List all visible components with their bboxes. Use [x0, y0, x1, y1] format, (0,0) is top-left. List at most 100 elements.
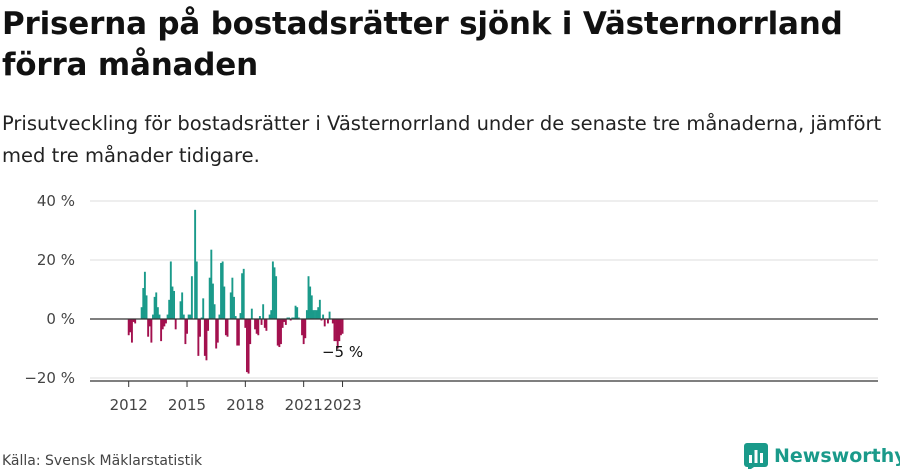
- bar: [158, 314, 161, 319]
- bar: [207, 319, 210, 331]
- bar: [317, 307, 320, 319]
- bar: [233, 296, 235, 319]
- bar: [333, 319, 336, 342]
- bar: [242, 268, 245, 319]
- bar: [260, 319, 263, 325]
- bar: [189, 314, 192, 319]
- bar: [130, 319, 133, 343]
- bar: [304, 319, 307, 339]
- brand-logo: Newsworthy: [744, 442, 900, 470]
- bar: [208, 277, 211, 319]
- bar: [254, 319, 257, 330]
- bar: [210, 249, 213, 319]
- bar: [174, 319, 177, 330]
- bar: [186, 319, 188, 334]
- bar: [241, 273, 244, 319]
- source-note: Källa: Svensk Mäklarstatistik: [2, 453, 203, 469]
- bar: [310, 295, 313, 319]
- bar: [318, 299, 321, 319]
- bar: [275, 276, 278, 319]
- bar: [291, 317, 294, 319]
- bar: [171, 286, 174, 319]
- bar: [322, 314, 325, 319]
- bar: [153, 296, 156, 319]
- bar: [280, 319, 282, 345]
- bar: [148, 319, 151, 327]
- bar: [271, 261, 274, 319]
- bar: [284, 319, 287, 325]
- bar: [273, 267, 276, 319]
- bar: [247, 319, 250, 374]
- y-tick-label: 20 %: [37, 251, 75, 269]
- bar: [283, 319, 286, 322]
- bar: [341, 319, 344, 334]
- bar: [221, 261, 224, 319]
- bar: [262, 304, 265, 319]
- bar: [184, 319, 187, 345]
- chart-title: Priserna på bostadsrätter sjönk i Väster…: [2, 6, 843, 83]
- brand-name: Newsworthy: [774, 445, 900, 467]
- bar: [127, 319, 130, 336]
- bar: [292, 317, 295, 319]
- y-tick-label: 40 %: [37, 192, 75, 210]
- bar: [179, 301, 182, 319]
- bar: [309, 286, 312, 319]
- bar: [152, 314, 154, 319]
- bar: [194, 209, 197, 319]
- bar: [286, 317, 289, 319]
- bar: [160, 319, 163, 342]
- bar: [296, 307, 299, 319]
- bar: [147, 319, 150, 337]
- bar: [190, 276, 193, 319]
- bar: [168, 299, 171, 319]
- bar: [195, 261, 198, 319]
- bar: [258, 316, 261, 319]
- x-tick-label: 2015: [168, 396, 206, 414]
- bar: [231, 277, 234, 319]
- bar: [140, 307, 143, 319]
- bar: [302, 319, 305, 345]
- bar: [173, 290, 176, 319]
- y-tick-label: −20 %: [24, 369, 75, 387]
- chart-subtitle: Prisutveckling för bostadsrätter i Väste…: [2, 112, 882, 167]
- bar: [323, 319, 326, 327]
- bar: [143, 271, 146, 319]
- bar: [336, 319, 339, 349]
- newsworthy-logo-icon: [744, 443, 768, 469]
- bar: [328, 311, 331, 319]
- bar: [244, 319, 247, 328]
- bar: [239, 313, 242, 319]
- bar: [134, 319, 137, 324]
- bar: [270, 310, 273, 319]
- bar: [331, 319, 334, 324]
- bar: [281, 319, 284, 328]
- bar: [205, 319, 208, 361]
- bar: [315, 310, 318, 319]
- bar: [289, 319, 292, 321]
- bar: [199, 319, 201, 337]
- bar: [268, 314, 271, 319]
- bar: [220, 262, 222, 319]
- bar: [165, 319, 167, 324]
- bar: [249, 319, 252, 345]
- bar: [339, 319, 342, 336]
- bar: [288, 317, 291, 319]
- bar: [257, 319, 260, 336]
- bar: [312, 310, 315, 319]
- bar: [145, 295, 148, 319]
- bar: [297, 317, 300, 319]
- bar: [278, 319, 281, 348]
- bar: [327, 319, 329, 324]
- bar: [211, 283, 214, 319]
- bar: [132, 319, 135, 322]
- bar: [156, 307, 159, 319]
- bar: [294, 305, 297, 319]
- x-tick-label: 2021: [285, 396, 323, 414]
- bar: [236, 319, 239, 346]
- bar: [224, 319, 227, 336]
- bar: [163, 319, 166, 327]
- bar: [338, 319, 341, 342]
- x-tick-label: 2018: [226, 396, 264, 414]
- bar: [320, 319, 323, 321]
